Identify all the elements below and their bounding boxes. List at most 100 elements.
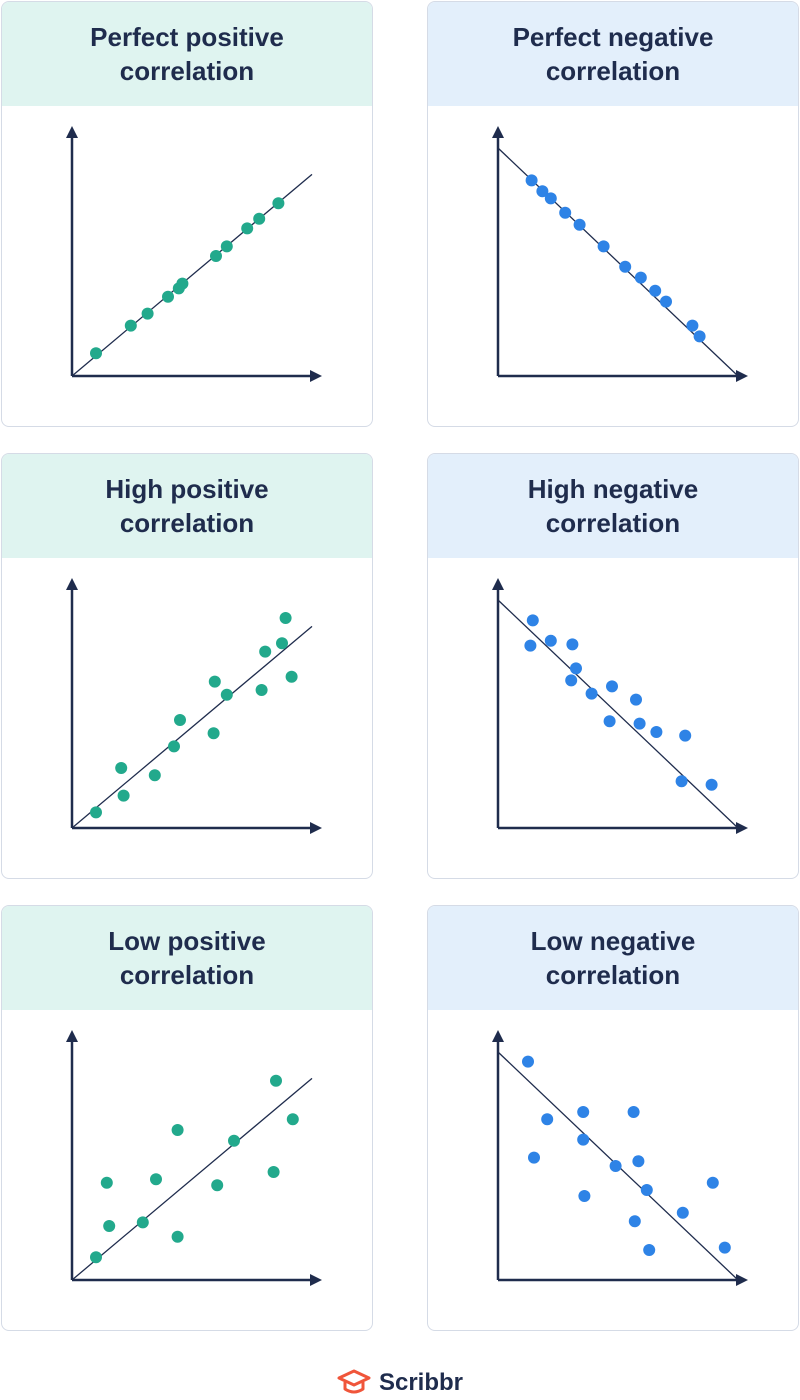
data-point (136, 1216, 149, 1229)
chart-card-4: High negative correlation (427, 453, 799, 879)
chart-header: Low negative correlation (428, 906, 798, 1010)
data-point (115, 762, 128, 774)
data-point (603, 715, 616, 728)
data-point (525, 174, 538, 187)
data-point (633, 717, 646, 730)
data-point (286, 1113, 299, 1126)
data-point (597, 240, 610, 253)
x-axis-arrow-icon (310, 1274, 322, 1286)
data-point (544, 192, 557, 205)
chart-title: High negative correlation (527, 474, 699, 538)
data-point (544, 634, 557, 647)
scatter-plot (492, 1030, 748, 1286)
data-point (168, 740, 180, 753)
data-point (577, 1106, 590, 1118)
scatter-plot (492, 126, 748, 382)
data-point (522, 1055, 534, 1068)
data-point (285, 670, 298, 683)
chart-card-3: High positive correlation (1, 453, 373, 879)
data-point (220, 240, 233, 253)
data-point (228, 1134, 240, 1147)
y-axis-arrow-icon (492, 578, 504, 590)
data-point (643, 1244, 656, 1256)
chart-header: Low positive correlation (2, 906, 372, 1010)
data-point (526, 614, 539, 627)
x-axis-arrow-icon (736, 1274, 748, 1286)
x-axis-arrow-icon (736, 370, 748, 382)
data-point (100, 1176, 113, 1189)
data-point (259, 645, 272, 658)
data-point (279, 612, 292, 624)
data-point (103, 1220, 116, 1232)
data-point (630, 693, 642, 706)
data-point (207, 727, 220, 740)
y-axis-arrow-icon (66, 578, 78, 590)
x-axis-arrow-icon (310, 822, 322, 834)
data-point (171, 1230, 184, 1243)
data-point (632, 1155, 645, 1168)
chart-header: High positive correlation (2, 454, 372, 558)
data-point (706, 1176, 719, 1189)
data-point (171, 1124, 184, 1136)
data-point (117, 789, 130, 802)
data-point (619, 260, 632, 273)
data-point (705, 778, 718, 791)
data-point (693, 330, 706, 343)
data-point (253, 212, 266, 225)
chart-card-5: Low positive correlation (1, 905, 373, 1331)
scatter-plot (66, 126, 322, 382)
data-point (609, 1160, 622, 1172)
x-axis-arrow-icon (736, 822, 748, 834)
data-point (606, 680, 618, 693)
data-point (211, 1179, 224, 1192)
data-point (541, 1113, 554, 1126)
footer: Scribbr (0, 1366, 800, 1400)
data-point (174, 714, 186, 726)
brand-name: Scribbr (378, 1369, 464, 1396)
trend-line (497, 599, 739, 829)
chart-card-1: Perfect positive correlation (1, 1, 373, 427)
trend-line (71, 1077, 313, 1281)
scatter-plot (66, 578, 322, 834)
data-point (150, 1173, 162, 1186)
data-point (686, 319, 699, 332)
data-point (276, 637, 288, 650)
data-point (210, 250, 222, 262)
chart-title: Perfect negative correlation (512, 22, 714, 86)
data-point (141, 307, 154, 320)
data-point (578, 1190, 591, 1202)
data-point (270, 1074, 282, 1087)
chart-card-6: Low negative correlation (427, 905, 799, 1331)
data-point (255, 684, 268, 696)
data-point (718, 1241, 731, 1254)
data-point (90, 806, 102, 819)
data-point (566, 638, 579, 651)
data-point (649, 284, 662, 297)
data-point (627, 1106, 640, 1118)
chart-header: High negative correlation (428, 454, 798, 558)
chart-title: Perfect positive correlation (90, 22, 284, 86)
data-point (679, 729, 692, 742)
data-point (536, 185, 549, 198)
data-point (628, 1215, 641, 1228)
data-point (267, 1166, 280, 1178)
data-point (640, 1184, 653, 1196)
y-axis-arrow-icon (66, 1030, 78, 1042)
y-axis-arrow-icon (492, 126, 504, 138)
data-point (272, 197, 285, 210)
data-point (559, 206, 572, 219)
trend-line (71, 625, 313, 829)
data-point (660, 295, 672, 308)
chart-card-2: Perfect negative correlation (427, 1, 799, 427)
data-point (90, 1251, 102, 1264)
data-point (528, 1151, 540, 1164)
chart-title: High positive correlation (105, 474, 269, 538)
graduation-cap-logo-icon (337, 1369, 371, 1394)
data-point (570, 662, 582, 675)
data-point (577, 1133, 590, 1146)
data-point (565, 674, 578, 687)
data-point (124, 319, 137, 332)
scatter-plot (492, 578, 748, 834)
data-point (634, 271, 647, 284)
data-point (208, 675, 221, 688)
